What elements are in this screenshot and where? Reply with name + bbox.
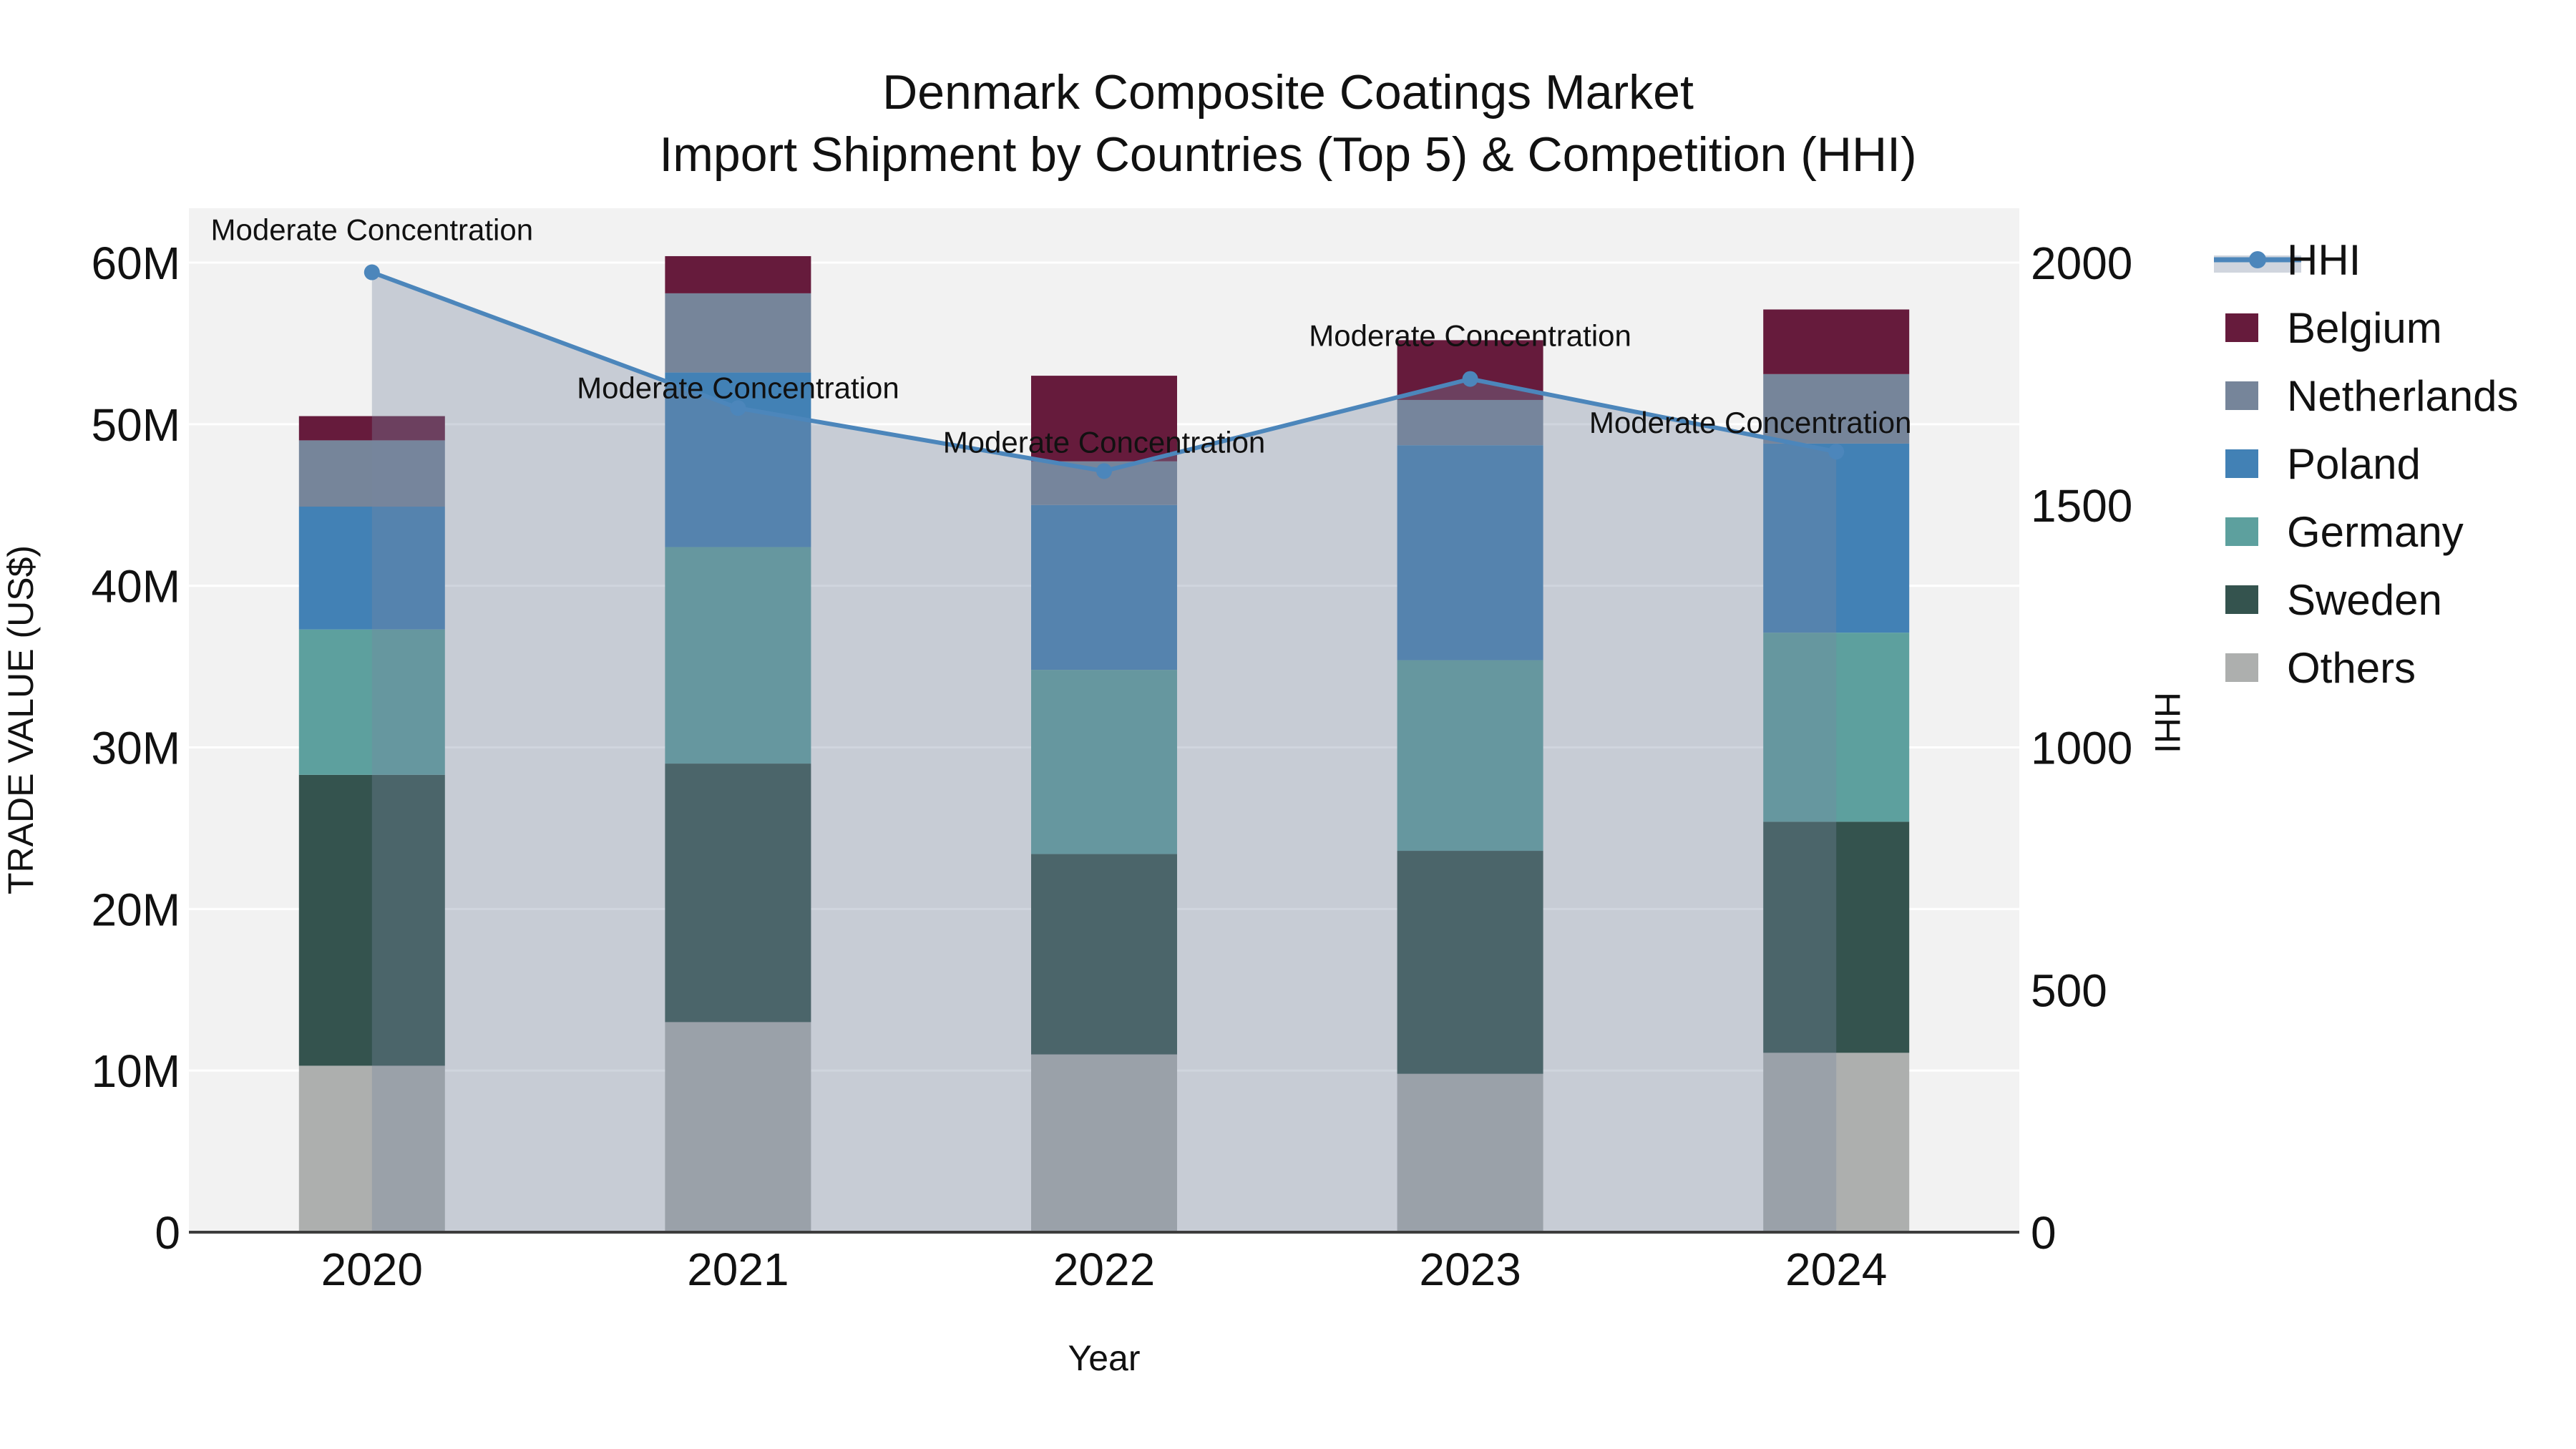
hhi-marker-2022 — [1096, 463, 1112, 479]
legend-item-sweden: Sweden — [2225, 576, 2442, 624]
legend-swatch-belgium — [2225, 313, 2258, 342]
legend-label-sweden: Sweden — [2287, 576, 2442, 624]
bar-segment-others-2021 — [665, 1022, 811, 1232]
hhi-marker-2023 — [1462, 371, 1478, 387]
legend-swatch-netherlands — [2225, 381, 2258, 410]
legend-label-hhi: HHI — [2287, 236, 2361, 284]
y-left-tick-40M: 40M — [92, 561, 181, 613]
legend-label-netherlands: Netherlands — [2287, 372, 2519, 420]
y-left-tick-10M: 10M — [92, 1045, 181, 1097]
hhi-marker-2021 — [730, 400, 746, 416]
bar-segment-others-2020 — [298, 1065, 445, 1232]
legend-label-belgium: Belgium — [2287, 304, 2442, 352]
legend-swatch-poland — [2225, 449, 2258, 478]
hhi-line-layer — [364, 264, 1845, 479]
bar-segment-others-2022 — [1031, 1054, 1177, 1232]
bar-segment-belgium-2022 — [1031, 376, 1177, 462]
bar-segment-belgium-2024 — [1763, 309, 1910, 374]
y-right-tick-2000: 2000 — [2031, 238, 2132, 289]
hhi-marker-2020 — [364, 264, 380, 280]
legend-item-hhi: HHI — [2214, 236, 2361, 284]
y-left-tick-0: 0 — [155, 1207, 180, 1259]
y-left-tick-50M: 50M — [92, 399, 181, 451]
legend-item-belgium: Belgium — [2225, 304, 2442, 352]
legend-label-others: Others — [2287, 644, 2416, 692]
bar-segment-others-2023 — [1397, 1073, 1543, 1232]
bar-segment-sweden-2022 — [1031, 854, 1177, 1055]
hhi-area-fill-layer — [371, 272, 1837, 1232]
bar-segment-sweden-2020 — [298, 774, 445, 1066]
bar-segment-poland-2023 — [1397, 445, 1543, 660]
hhi-area-fill — [371, 272, 1837, 1232]
bar-segment-germany-2023 — [1397, 660, 1543, 852]
annotation-2023: Moderate Concentration — [1309, 319, 1631, 353]
bar-segment-sweden-2024 — [1763, 821, 1910, 1053]
x-tick-2022: 2022 — [1053, 1244, 1155, 1295]
y-left-tick-20M: 20M — [92, 884, 181, 935]
legend-label-poland: Poland — [2287, 440, 2421, 488]
bar-segment-germany-2022 — [1031, 670, 1177, 854]
y-right-tick-0: 0 — [2031, 1207, 2057, 1259]
annotation-2024: Moderate Concentration — [1589, 406, 1912, 439]
y-right-axis-label: HHI — [2147, 692, 2187, 753]
bar-segment-germany-2021 — [665, 547, 811, 764]
bar-segment-belgium-2020 — [298, 416, 445, 441]
bar-segment-netherlands-2020 — [298, 440, 445, 507]
tick-labels-layer: 0 10M 20M 30M 40M 50M 60M 0 500 1000 1500 2000 2020 2… — [92, 238, 2133, 1295]
x-tick-2020: 2020 — [321, 1244, 423, 1295]
y-left-tick-60M: 60M — [92, 238, 181, 289]
bar-segment-poland-2020 — [298, 507, 445, 630]
legend-hhi-marker-icon — [2249, 251, 2266, 268]
y-right-tick-500: 500 — [2031, 965, 2107, 1016]
legend-swatch-others — [2225, 653, 2258, 682]
legend-swatch-sweden — [2225, 585, 2258, 614]
stacked-bars-layer — [298, 255, 1910, 1232]
chart-title-line1: Denmark Composite Coatings Market — [882, 65, 1694, 119]
y-right-tick-1500: 1500 — [2031, 480, 2132, 532]
legend-label-germany: Germany — [2287, 508, 2464, 556]
legend-item-germany: Germany — [2225, 508, 2464, 556]
y-left-axis-label: TRADE VALUE (US$) — [1, 545, 41, 894]
bar-segment-netherlands-2023 — [1397, 399, 1543, 446]
legend-item-others: Others — [2225, 644, 2416, 692]
y-right-tick-1000: 1000 — [2031, 723, 2132, 774]
legend-swatch-germany — [2225, 517, 2258, 546]
bar-segment-belgium-2021 — [665, 255, 811, 293]
legend-item-netherlands: Netherlands — [2225, 372, 2519, 420]
x-tick-2023: 2023 — [1419, 1244, 1521, 1295]
legend: HHI Belgium Netherlands Poland Germany Sweden… — [2214, 236, 2519, 692]
chart-title-group: Denmark Composite Coatings Market Import … — [659, 65, 1916, 182]
bar-segment-netherlands-2021 — [665, 293, 811, 373]
bar-segment-sweden-2021 — [665, 763, 811, 1023]
bar-segment-germany-2020 — [298, 629, 445, 775]
y-left-tick-30M: 30M — [92, 723, 181, 774]
annotations-layer: Moderate Concentration Moderate Concentra… — [210, 213, 1911, 459]
x-tick-2024: 2024 — [1785, 1244, 1887, 1295]
bar-segment-netherlands-2024 — [1763, 374, 1910, 444]
annotation-2022: Moderate Concentration — [943, 425, 1266, 459]
legend-item-poland: Poland — [2225, 440, 2421, 488]
bar-segment-poland-2024 — [1763, 443, 1910, 633]
annotation-2021: Moderate Concentration — [577, 371, 899, 404]
bar-segment-poland-2022 — [1031, 504, 1177, 670]
x-tick-2021: 2021 — [687, 1244, 789, 1295]
bar-segment-sweden-2023 — [1397, 851, 1543, 1074]
chart-title-line2: Import Shipment by Countries (Top 5) & C… — [659, 127, 1916, 182]
bar-segment-others-2024 — [1763, 1053, 1910, 1232]
bar-segment-germany-2024 — [1763, 633, 1910, 822]
x-axis-label: Year — [1068, 1338, 1140, 1378]
hhi-marker-2024 — [1828, 444, 1845, 460]
axis-labels-layer: Year TRADE VALUE (US$) HHI — [1, 545, 2187, 1378]
annotation-2020: Moderate Concentration — [210, 213, 533, 247]
